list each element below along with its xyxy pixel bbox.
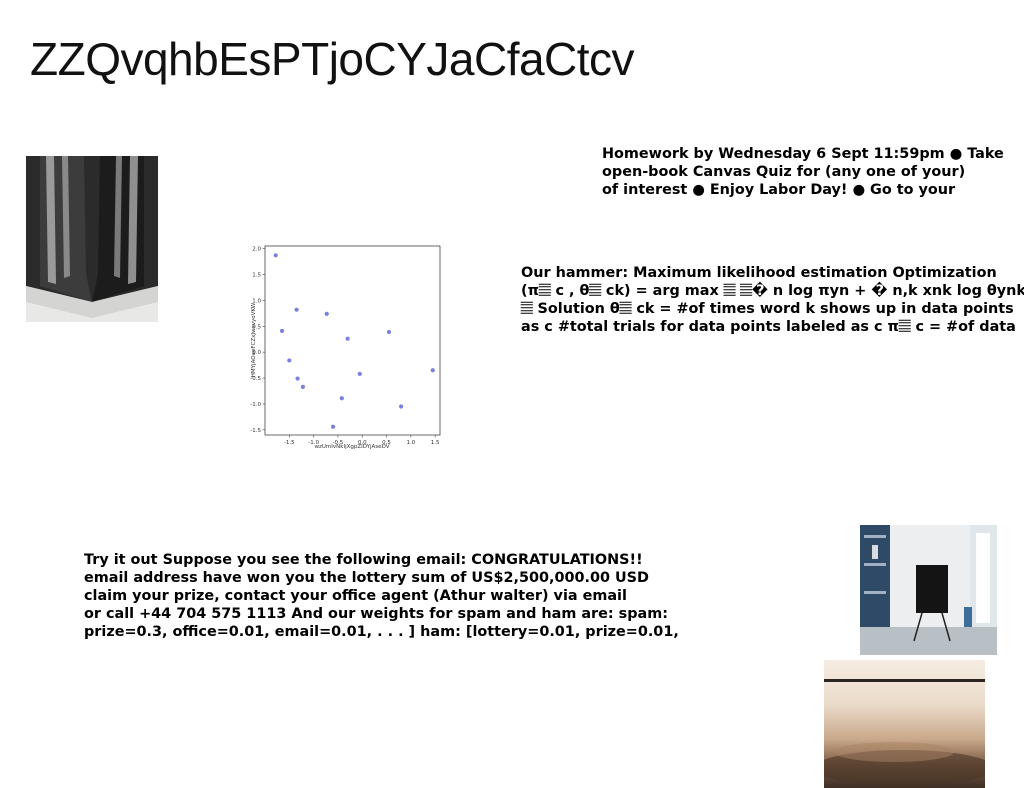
scatter-point xyxy=(324,311,329,316)
mle-line: Our hammer: Maximum likelihood estimatio… xyxy=(521,265,997,281)
scatter-point xyxy=(294,307,299,312)
y-tick-label: 0.0 xyxy=(252,350,261,356)
spam-example-text: Try it out Suppose you see the following… xyxy=(84,551,679,641)
x-tick-label: 0.0 xyxy=(358,440,367,446)
page-title: ZZQvqhbEsPTjoCYJaCfaCtcv xyxy=(30,33,635,85)
homework-text: Homework by Wednesday 6 Sept 11:59pm ● T… xyxy=(602,145,1004,199)
scatter-point xyxy=(273,253,278,258)
homework-line: of interest ● Enjoy Labor Day! ● Go to y… xyxy=(602,182,956,198)
y-tick-label: 2.0 xyxy=(252,247,261,253)
x-axis-label: wzUmIvNkIjXgpZIDYjAseDV xyxy=(315,444,390,450)
x-tick-label: -0.5 xyxy=(333,440,344,446)
scatter-point xyxy=(300,384,306,389)
scatter-point xyxy=(399,404,404,409)
building-photo xyxy=(26,156,158,322)
scatter-point xyxy=(287,358,292,363)
sand-dune-photo xyxy=(824,660,985,788)
y-tick-label: 1.5 xyxy=(252,272,261,278)
homework-line: open-book Canvas Quiz for (any one of yo… xyxy=(602,164,966,180)
plot-area xyxy=(264,245,441,436)
living-room-tv-photo xyxy=(860,525,997,655)
mle-line: as c #total trials for data points label… xyxy=(521,319,1016,335)
spam-line: Try it out Suppose you see the following… xyxy=(84,552,643,568)
mle-text: Our hammer: Maximum likelihood estimatio… xyxy=(521,264,1024,336)
x-tick-label: 0.5 xyxy=(382,440,391,446)
scatter-point xyxy=(430,368,435,373)
scatter-point xyxy=(295,376,300,381)
x-tick-label: 1.0 xyxy=(406,440,415,446)
x-tick-label: -1.0 xyxy=(308,440,319,446)
y-tick-label: 0.5 xyxy=(252,324,261,330)
homework-line: Homework by Wednesday 6 Sept 11:59pm ● T… xyxy=(602,146,1004,162)
scatter-point xyxy=(279,328,285,334)
x-axis-ticks: -1.5 -1.0 -0.5 0.0 0.5 1.0 1.5 xyxy=(284,435,440,446)
x-tick-label: -1.5 xyxy=(284,440,295,446)
scatter-point xyxy=(357,371,362,376)
scatter-point xyxy=(345,336,350,341)
spam-line: or call +44 704 575 1113 And our weights… xyxy=(84,606,669,622)
mle-line: 𝄚 Solution θ𝄚 ck = #of times word k show… xyxy=(521,301,1014,317)
spam-line: email address have won you the lottery s… xyxy=(84,570,649,586)
spam-line: claim your prize, contact your office ag… xyxy=(84,588,627,604)
y-axis-label: HMYjAOaeFCZxJwxvyoVKW xyxy=(251,302,257,377)
tv-photo-graphic xyxy=(860,525,997,655)
scatter-chart: -1.5 -1.0 -0.5 0.0 0.5 1.0 1.5 2.0 1.5 1.0 0.5 0.0… xyxy=(250,245,441,450)
x-tick-label: 1.5 xyxy=(431,440,440,446)
mle-line: (π𝄚 c , θ𝄚 ck) = arg max 𝄚 𝄚� n log πyn … xyxy=(521,283,1024,299)
y-tick-label: -1.5 xyxy=(250,428,261,434)
scatter-point xyxy=(330,424,336,429)
scatter-point xyxy=(386,329,392,335)
building-photo-graphic xyxy=(26,156,158,322)
data-points xyxy=(273,253,435,429)
spam-line: prize=0.3, office=0.01, email=0.01, . . … xyxy=(84,624,679,640)
scatter-point xyxy=(339,396,344,401)
y-tick-label: 1.0 xyxy=(252,298,261,304)
y-tick-label: -0.5 xyxy=(250,376,261,382)
y-axis-ticks: 2.0 1.5 1.0 0.5 0.0 -0.5 -1.0 -1.5 xyxy=(250,247,265,434)
y-tick-label: -1.0 xyxy=(250,402,261,408)
sand-photo-graphic xyxy=(824,679,985,786)
